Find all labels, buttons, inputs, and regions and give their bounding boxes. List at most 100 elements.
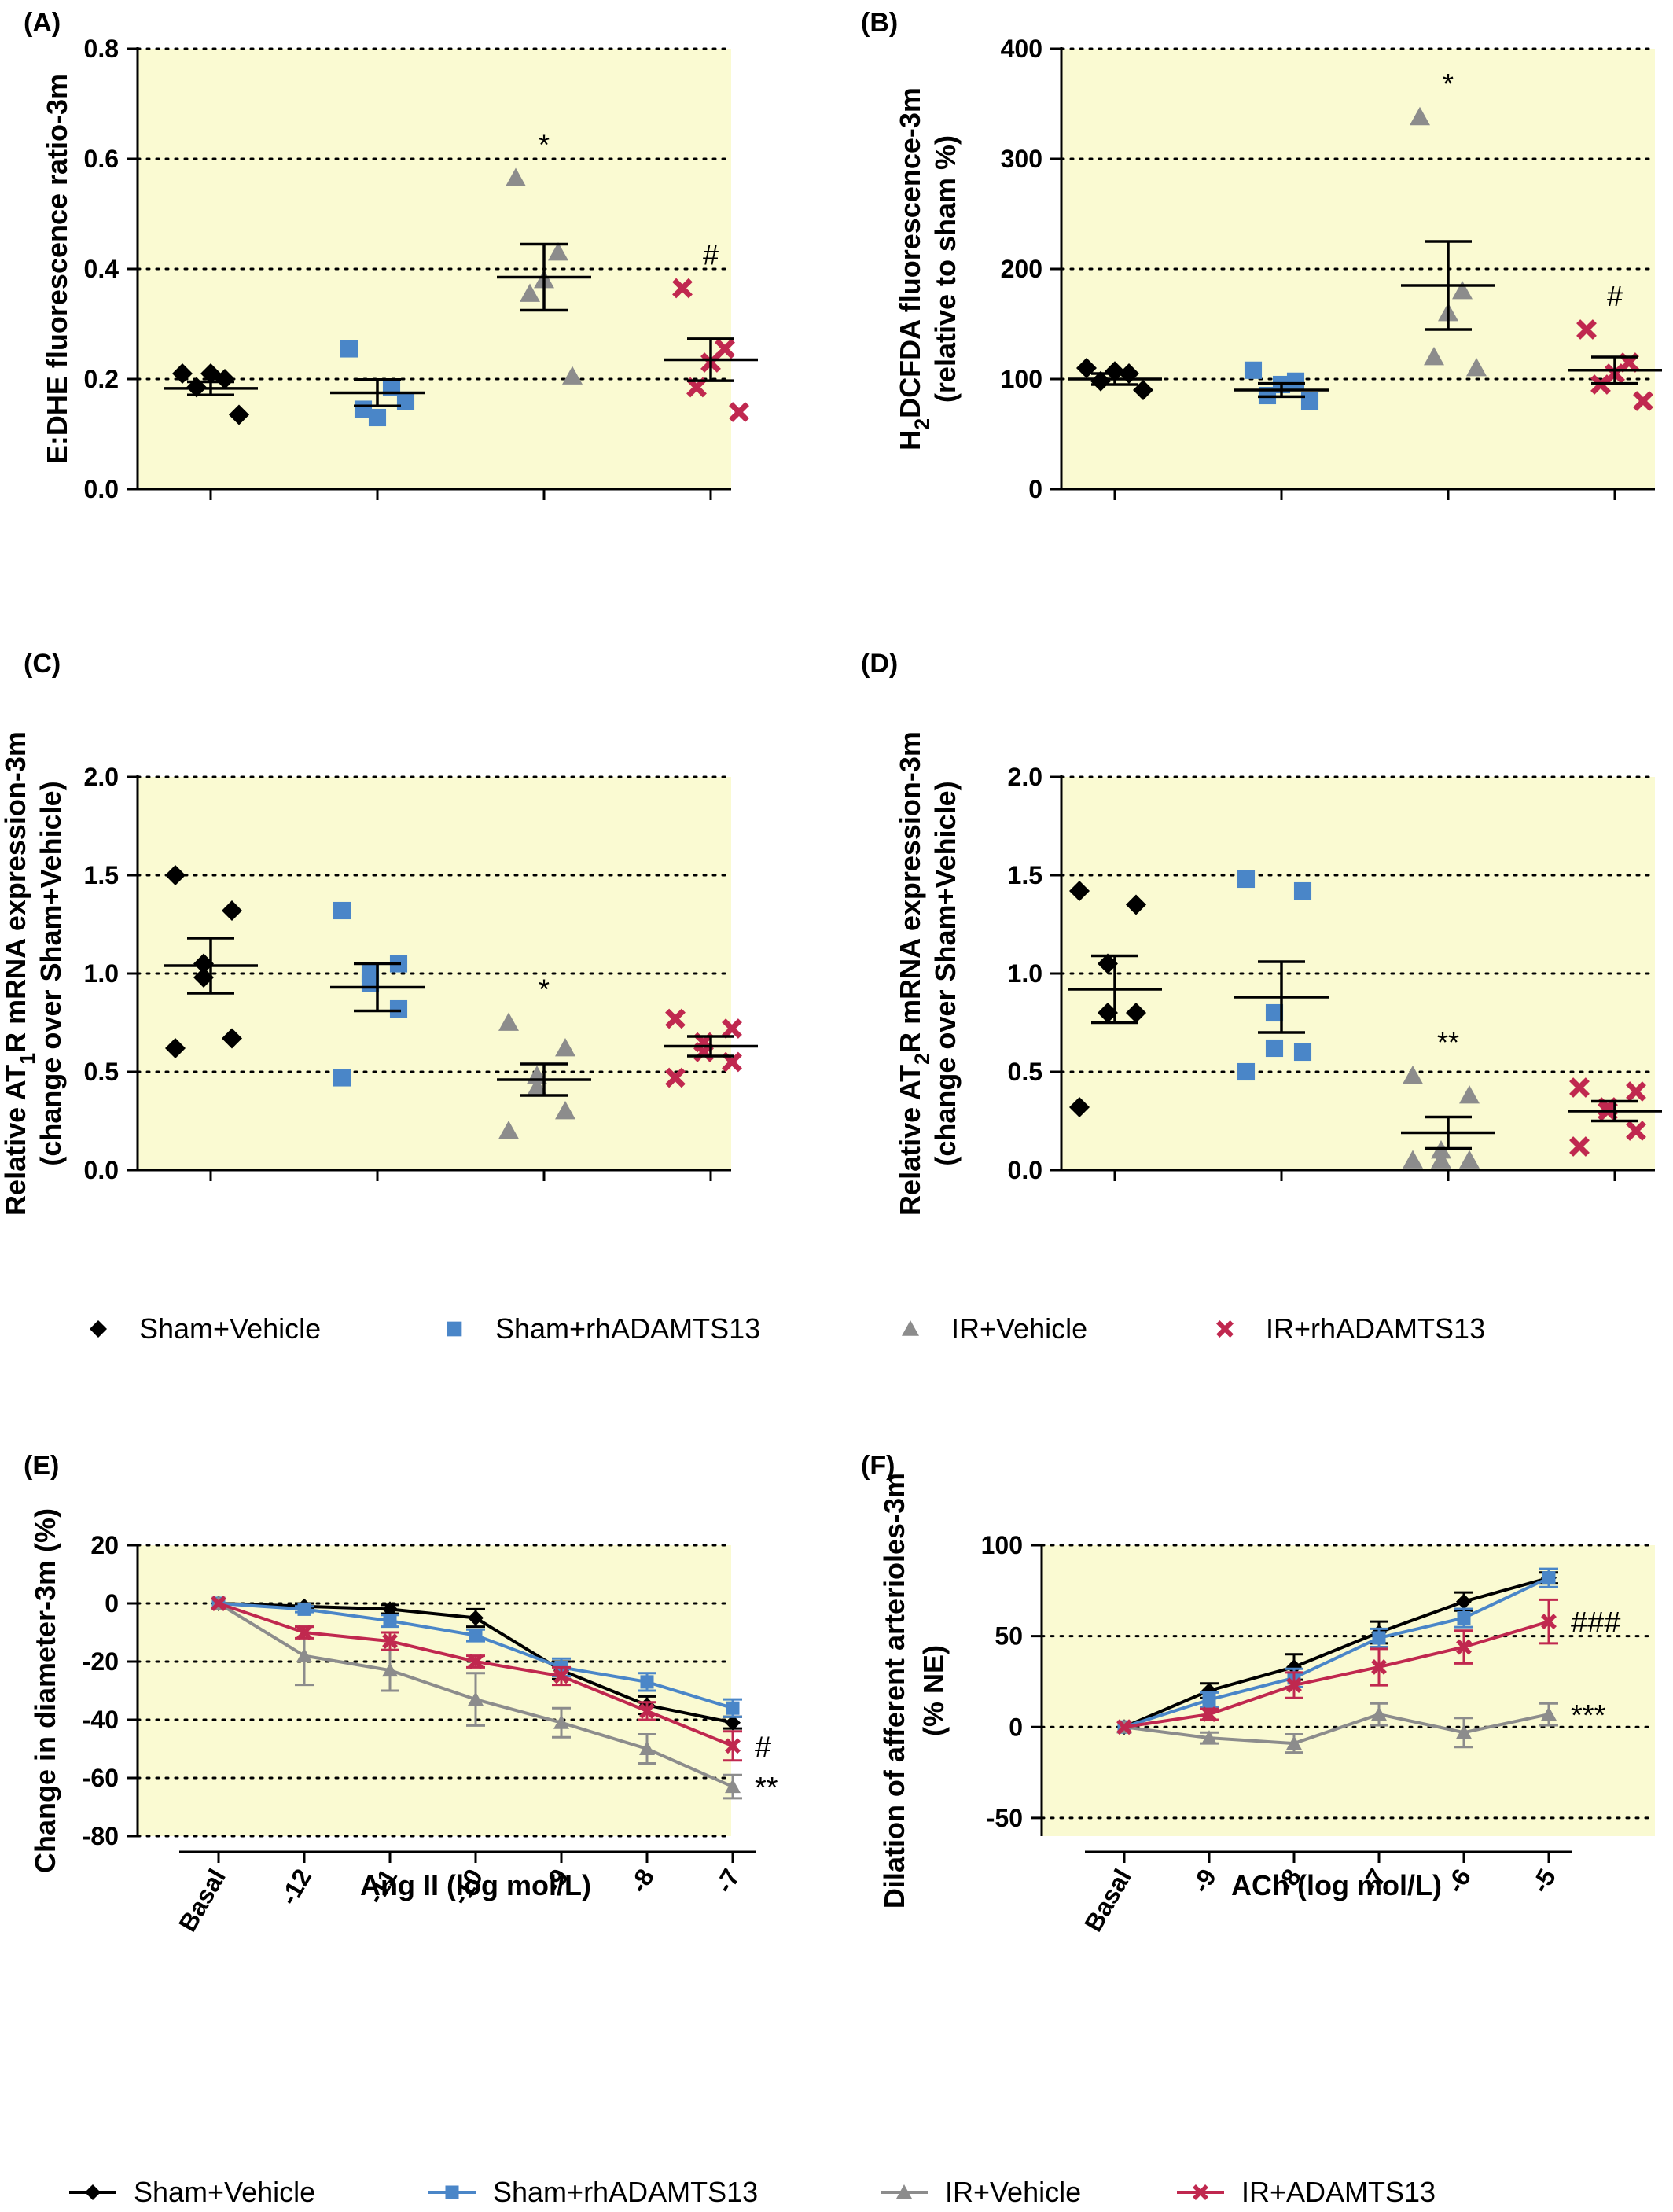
data-point (354, 400, 373, 418)
data-point (1633, 391, 1653, 411)
marker-stroke (468, 1654, 484, 1669)
label-subscript: 2 (910, 1053, 934, 1065)
data-point (1459, 1150, 1480, 1169)
plot-area (138, 1545, 731, 1836)
data-point (725, 1714, 741, 1731)
data-point (389, 999, 408, 1018)
legend-marker (447, 1321, 462, 1337)
data-point (1105, 361, 1125, 382)
legend-marker (902, 1320, 919, 1336)
label-part: Relative AT (894, 1065, 926, 1216)
data-point (562, 366, 583, 385)
panel-label: (F) (861, 1451, 895, 1481)
data-point (1452, 281, 1473, 300)
y-tick-label: 1.5 (84, 861, 119, 889)
x-tick-label: Basal (1079, 1864, 1137, 1937)
marker-stroke (382, 1633, 398, 1650)
plot-area (138, 49, 731, 489)
y-tick-label: 0.5 (1008, 1058, 1042, 1086)
significance-annotation: ### (1571, 1607, 1620, 1640)
significance-annotation: * (1443, 68, 1454, 100)
data-point (1457, 1611, 1471, 1625)
marker-stroke (715, 338, 735, 359)
data-point (1542, 1571, 1556, 1585)
significance-annotation: * (539, 974, 550, 1006)
data-point (211, 1596, 226, 1611)
series-line (1123, 1620, 1550, 1729)
data-point (340, 340, 358, 358)
data-point (396, 392, 415, 410)
legend-marker (445, 2185, 459, 2199)
significance-annotation: # (755, 1731, 771, 1764)
data-point (1371, 1706, 1387, 1721)
data-point (726, 1701, 740, 1715)
x-tick-label: -7 (710, 1864, 745, 1898)
data-point (1069, 881, 1090, 901)
label-part: DCFDA fluorescence-3m (894, 87, 926, 418)
y-tick-label: 0.0 (1008, 1156, 1042, 1184)
data-point (729, 402, 749, 422)
y-tick-label: 0.2 (84, 365, 119, 393)
legend-item: Sham+rhADAMTS13 (447, 1312, 760, 1345)
data-point (665, 1067, 686, 1088)
y-tick-label: 0.8 (84, 35, 119, 63)
plot-area (1042, 1545, 1655, 1836)
y-tick-label: 0.6 (84, 145, 119, 173)
chart-panel-3: 0.0 0.5 1.0 1.5 2.0 (C) Relative AT1R mRNA exp… (0, 649, 758, 1216)
marker-stroke (1456, 1639, 1472, 1655)
y-tick-label: 1.0 (84, 959, 119, 988)
y-axis-label: Relative AT2R mRNA expression-3m (894, 731, 935, 1216)
y-axis-label: Relative AT1R mRNA expression-3m (0, 731, 39, 1216)
y-tick-label: 50 (995, 1622, 1023, 1651)
data-point (382, 1601, 398, 1618)
marker-stroke (1216, 1320, 1234, 1338)
data-point (468, 1654, 484, 1669)
y-tick-label: 0.5 (84, 1058, 119, 1086)
series-3 (211, 1596, 742, 1800)
marker-stroke (296, 1625, 312, 1640)
data-point (1456, 1639, 1472, 1655)
legend-marker (85, 2184, 101, 2200)
legend-label: IR+ADAMTS13 (1241, 2176, 1436, 2208)
legend-label: IR+Vehicle (951, 1312, 1087, 1345)
data-point (229, 404, 249, 425)
data-point (1431, 1150, 1451, 1169)
data-point (1244, 361, 1263, 379)
chart-panel-1: 0.0 0.2 0.4 0.6 0.8 (A) E:DHE fluorescence rat… (24, 8, 758, 503)
data-point (382, 1662, 398, 1677)
x-tick-label: -6 (1441, 1864, 1476, 1898)
chart-panel-4: 0.0 0.5 1.0 1.5 2.0 (D) Relative AT2R mRNA exp… (861, 649, 1662, 1216)
marker-stroke (1626, 1121, 1646, 1141)
legend-item: IR+Vehicle (881, 2176, 1081, 2208)
label-part: (change over Sham+Vehicle) (35, 781, 67, 1165)
data-point (1293, 1043, 1312, 1062)
legend-item: Sham+Vehicle (69, 2176, 315, 2208)
y-tick-label: 300 (1001, 145, 1042, 173)
data-point (498, 1012, 519, 1031)
data-point (555, 1038, 575, 1057)
panel-label: (C) (24, 649, 61, 679)
data-point (165, 865, 186, 885)
y-tick-label: 2.0 (84, 763, 119, 791)
data-point (368, 408, 387, 427)
marker-stroke (729, 402, 749, 422)
data-point (1541, 1614, 1557, 1630)
legend-top: Sham+Vehicle Sham+rhADAMTS13 IR+Vehicle IR+… (90, 1312, 1485, 1345)
significance-annotation: * (539, 129, 550, 161)
label-part: Relative AT (0, 1065, 31, 1216)
chart-panel-6: -50 0 50 100 (F)Dilation of afferent arterio… (861, 1451, 1656, 1937)
data-point (725, 1779, 741, 1794)
data-point (1265, 1003, 1284, 1022)
marker-stroke (672, 278, 693, 299)
legend-marker (1193, 2184, 1208, 2200)
data-point (498, 1121, 519, 1139)
data-point (1371, 1658, 1387, 1675)
data-point (1286, 1735, 1302, 1750)
data-point (1126, 1003, 1146, 1023)
y-tick-label: 100 (1001, 365, 1042, 393)
significance-annotation: # (703, 239, 719, 271)
data-point (553, 1714, 569, 1729)
y-tick-label: -80 (83, 1822, 119, 1850)
data-point (1576, 319, 1597, 340)
series-line (1123, 1576, 1550, 1729)
